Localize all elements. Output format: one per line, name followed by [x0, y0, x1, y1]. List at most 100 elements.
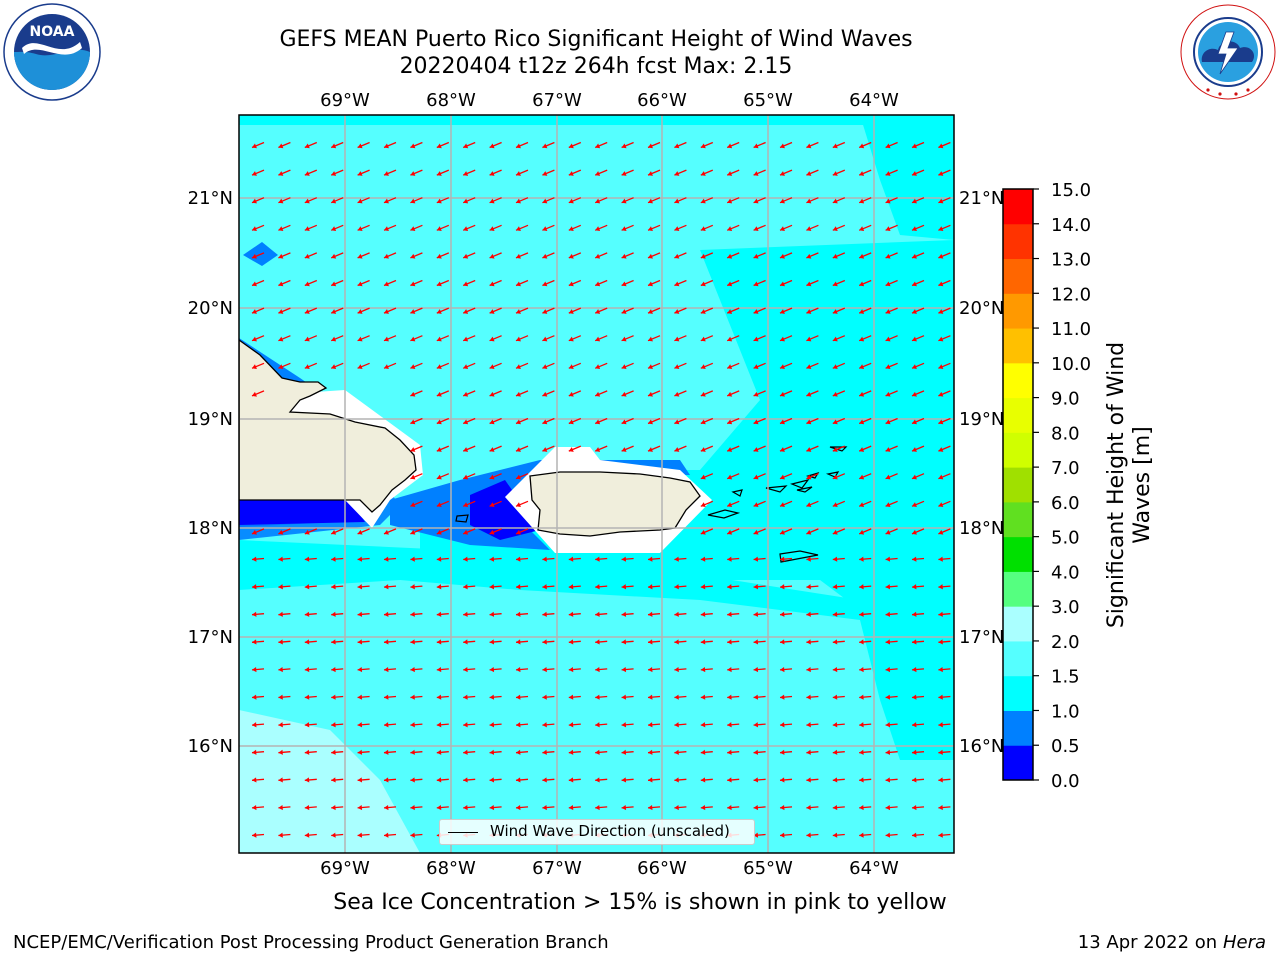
wave-arrow-head [674, 722, 679, 728]
wave-arrow-head [410, 639, 415, 645]
wave-arrow-head [463, 419, 469, 425]
wave-arrow-head [859, 529, 865, 535]
lat-tick: 21°N [959, 188, 1004, 209]
wave-arrow-head [832, 639, 838, 645]
colorbar-segment [1003, 606, 1033, 642]
wave-arrow-head [621, 226, 627, 232]
wave-arrow-head [568, 364, 574, 370]
colorbar-segment [1003, 397, 1033, 433]
wave-arrow-head [278, 226, 284, 232]
wave-arrow-head [278, 364, 284, 370]
wave-arrow-head [727, 447, 733, 452]
wave-arrow-head [859, 143, 865, 149]
wave-arrow-head [621, 391, 627, 397]
wave-arrow-head [885, 502, 891, 508]
wave-arrow-head [912, 529, 917, 535]
wave-arrow-head [806, 749, 811, 755]
noaa-logo-text: NOAA [30, 24, 75, 40]
wave-arrow-head [832, 502, 838, 508]
wave-arrow-head [727, 336, 733, 342]
wave-arrow-head [938, 474, 944, 480]
wave-arrow-head [938, 171, 944, 176]
wave-arrow-head [806, 391, 812, 397]
colorbar-tick-label: 13.0 [1051, 250, 1091, 271]
wave-arrow-head [331, 171, 337, 176]
wave-arrow-head [410, 198, 416, 204]
wave-arrow-head [674, 391, 680, 397]
wave-arrow-head [806, 474, 812, 480]
wave-arrow-head [331, 611, 336, 617]
wave-arrow-head [331, 309, 337, 314]
wave-arrow-head [595, 639, 600, 645]
wave-arrow-head [331, 364, 337, 370]
wave-arrow-head [674, 777, 679, 783]
wave-arrow-head [595, 364, 601, 370]
wave-arrow-head [516, 611, 521, 617]
wave-arrow-head [304, 777, 310, 783]
wave-arrow-head [806, 666, 811, 673]
colorbar-tick-label: 14.0 [1051, 215, 1091, 236]
wave-arrow-head [912, 336, 917, 342]
wave-arrow-head [436, 474, 442, 480]
wave-arrow-head [700, 666, 706, 673]
wave-arrow-head [806, 694, 811, 700]
colorbar-tick-label: 8.0 [1051, 423, 1080, 444]
wave-arrow-head [912, 198, 917, 204]
colorbar-label-line1: Significant Height of Wind [1104, 341, 1129, 629]
colorbar-segment [1003, 258, 1033, 294]
wave-arrow-head [384, 694, 389, 700]
wave-arrow-head [436, 694, 442, 700]
lat-tick: 17°N [959, 627, 1004, 648]
colorbar-segment [1003, 501, 1033, 538]
wave-arrow-head [331, 336, 337, 342]
wave-arrow-head [436, 198, 442, 204]
wave-arrow-head [885, 694, 891, 700]
wave-arrow-head [304, 666, 310, 673]
wave-arrow-head [331, 694, 336, 700]
wave-arrow-head [832, 694, 838, 700]
wave-arrow-head [489, 611, 495, 617]
wave-arrow-head [700, 804, 706, 811]
wave-arrow-head [595, 584, 600, 590]
wave-arrow-head [727, 309, 733, 314]
wave-arrow-head [331, 226, 337, 232]
wave-arrow-head [700, 722, 706, 728]
wave-arrow-head [331, 749, 336, 755]
wave-arrow-head [542, 584, 547, 590]
wave-arrow-head [568, 556, 574, 562]
wave-arrow-head [674, 584, 679, 590]
wave-arrow-head [700, 556, 706, 562]
wave-arrow-head [648, 749, 653, 755]
wave-arrow-head [357, 639, 363, 645]
wave-arrow-head [806, 832, 811, 838]
colorbar-frame [1002, 188, 1034, 781]
wave-arrow-head [516, 722, 521, 728]
wave-arrow-head [806, 198, 812, 204]
wave-arrow-head [885, 143, 891, 149]
wave-arrow-head [648, 447, 653, 452]
wave-arrow-head [489, 804, 495, 811]
wave-arrow-head [648, 143, 653, 149]
wave-arrow-head [252, 171, 257, 176]
wave-arrow-head [516, 364, 521, 370]
wave-arrow-head [859, 336, 865, 342]
wave-arrow-head [357, 749, 363, 755]
wave-arrow-head [832, 171, 838, 176]
colorbar-label-line2: Waves [m] [1130, 426, 1155, 544]
wave-arrow-head [674, 253, 680, 259]
wave-arrow-head [753, 171, 759, 176]
wave-arrow-head [727, 226, 733, 232]
wave-arrow-head [912, 832, 917, 838]
wave-arrow-head [304, 336, 310, 342]
wave-arrow-head [436, 556, 442, 562]
wave-arrow-head [859, 474, 865, 480]
wave-arrow-head [859, 502, 865, 508]
wave-arrow-head [885, 749, 891, 755]
wave-arrow-head [384, 364, 389, 370]
wave-arrow-head [595, 722, 600, 728]
wave-arrow-head [542, 447, 548, 452]
wave-arrow-head [727, 611, 732, 617]
wave-arrow-head [674, 419, 680, 425]
wave-arrow-head [436, 584, 442, 590]
wave-arrow-head [700, 749, 706, 755]
